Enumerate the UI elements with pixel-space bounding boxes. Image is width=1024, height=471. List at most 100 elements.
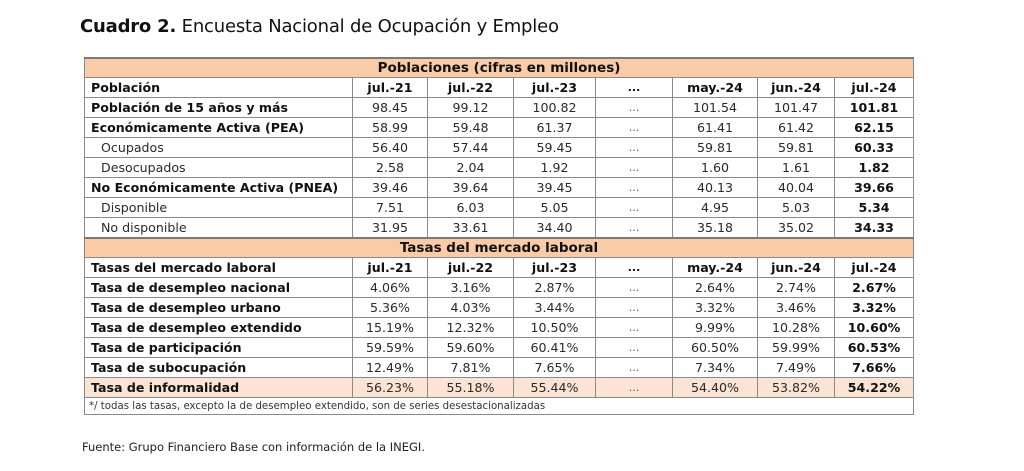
table-cell: 56.23% bbox=[352, 377, 428, 398]
table-cell: 39.45 bbox=[513, 177, 596, 198]
table-cell: 2.74% bbox=[757, 277, 835, 298]
section-title: Tasas del mercado laboral bbox=[84, 237, 914, 258]
table-row: Desocupados 2.58 2.04 1.92... 1.60 1.61 1.82 bbox=[84, 157, 914, 178]
table-cell: ... bbox=[595, 177, 673, 198]
table-cell: 99.12 bbox=[427, 97, 514, 118]
table-cell: ... bbox=[595, 337, 673, 358]
table-cell: 60.53% bbox=[834, 337, 914, 358]
column-header: jul.-24 bbox=[834, 77, 914, 98]
table-cell: ... bbox=[595, 97, 673, 118]
table-cell: 39.66 bbox=[834, 177, 914, 198]
table-cell: 60.33 bbox=[834, 137, 914, 158]
caption-text: Encuesta Nacional de Ocupación y Empleo bbox=[176, 16, 559, 37]
table-cell: ... bbox=[595, 197, 673, 218]
table-row: Económicamente Activa (PEA) 58.99 59.48 61.… bbox=[84, 117, 914, 138]
row-label: Desocupados bbox=[84, 157, 353, 178]
table-cell: 62.15 bbox=[834, 117, 914, 138]
row-label: No Económicamente Activa (PNEA) bbox=[84, 177, 353, 198]
table-cell: 3.16% bbox=[427, 277, 514, 298]
table-cell: 59.81 bbox=[757, 137, 835, 158]
table-cell: 1.61 bbox=[757, 157, 835, 178]
table-row: No Económicamente Activa (PNEA) 39.46 39.6… bbox=[84, 177, 914, 198]
table-cell: 5.36% bbox=[352, 297, 428, 318]
rates-section-header: Tasas del mercado laboral bbox=[84, 237, 914, 258]
table-cell: ... bbox=[595, 217, 673, 239]
column-header: may.-24 bbox=[672, 257, 758, 278]
table-cell: 6.03 bbox=[427, 197, 514, 218]
table-row: No disponible 31.95 33.61 34.40... 35.18 35.0… bbox=[84, 217, 914, 239]
table-cell: ... bbox=[595, 117, 673, 138]
table-cell: ... bbox=[595, 277, 673, 298]
table-cell: 7.81% bbox=[427, 357, 514, 378]
table-cell: ... bbox=[595, 297, 673, 318]
row-header-label: Población bbox=[84, 77, 353, 98]
row-label: Ocupados bbox=[84, 137, 353, 158]
table-cell: 61.41 bbox=[672, 117, 758, 138]
column-header: ... bbox=[595, 77, 673, 98]
table-cell: 35.18 bbox=[672, 217, 758, 239]
table-cell: 10.60% bbox=[834, 317, 914, 338]
table-caption: Cuadro 2. Encuesta Nacional de Ocupación… bbox=[80, 16, 559, 37]
table-cell: 4.95 bbox=[672, 197, 758, 218]
table-cell: 4.03% bbox=[427, 297, 514, 318]
table-cell: 3.44% bbox=[513, 297, 596, 318]
row-label: Tasa de desempleo nacional bbox=[84, 277, 353, 298]
table-cell: 54.40% bbox=[672, 377, 758, 398]
table-cell: 2.04 bbox=[427, 157, 514, 178]
table-row: Población de 15 años y más 98.45 99.12 100.… bbox=[84, 97, 914, 118]
table-cell: ... bbox=[595, 157, 673, 178]
table-cell: 9.99% bbox=[672, 317, 758, 338]
table-cell: 59.60% bbox=[427, 337, 514, 358]
table-cell: 10.28% bbox=[757, 317, 835, 338]
table-cell: 2.67% bbox=[834, 277, 914, 298]
table-cell: 40.13 bbox=[672, 177, 758, 198]
table-cell: 34.33 bbox=[834, 217, 914, 239]
table-cell: 12.49% bbox=[352, 357, 428, 378]
column-header: may.-24 bbox=[672, 77, 758, 98]
column-header: jun.-24 bbox=[757, 77, 835, 98]
table-cell: 2.87% bbox=[513, 277, 596, 298]
table-row: Disponible 7.51 6.03 5.05... 4.95 5.03 5.34 bbox=[84, 197, 914, 218]
table-cell: 59.48 bbox=[427, 117, 514, 138]
table-cell: 7.49% bbox=[757, 357, 835, 378]
table-cell: 31.95 bbox=[352, 217, 428, 239]
table-cell: ... bbox=[595, 317, 673, 338]
table-cell: 3.32% bbox=[672, 297, 758, 318]
table-cell: 55.18% bbox=[427, 377, 514, 398]
row-label: No disponible bbox=[84, 217, 353, 239]
table-cell: 40.04 bbox=[757, 177, 835, 198]
table-cell: 101.47 bbox=[757, 97, 835, 118]
table-cell: 34.40 bbox=[513, 217, 596, 239]
table-cell: ... bbox=[595, 377, 673, 398]
table-row: Tasa de participación 59.59% 59.60% 60.41%.… bbox=[84, 337, 914, 358]
table-cell: 3.46% bbox=[757, 297, 835, 318]
table-cell: 5.03 bbox=[757, 197, 835, 218]
table-cell: 101.54 bbox=[672, 97, 758, 118]
table-row: Tasa de desempleo urbano 5.36% 4.03% 3.44%.… bbox=[84, 297, 914, 318]
table-cell: 39.46 bbox=[352, 177, 428, 198]
table-cell: 12.32% bbox=[427, 317, 514, 338]
row-header-label: Tasas del mercado laboral bbox=[84, 257, 353, 278]
table-cell: ... bbox=[595, 137, 673, 158]
populations-section-header: Poblaciones (cifras en millones) bbox=[84, 57, 914, 78]
table-cell: 7.65% bbox=[513, 357, 596, 378]
section-title: Poblaciones (cifras en millones) bbox=[84, 57, 914, 78]
table-cell: 59.81 bbox=[672, 137, 758, 158]
table-cell: 15.19% bbox=[352, 317, 428, 338]
footnote-row: */ todas las tasas, excepto la de desemp… bbox=[84, 397, 914, 415]
table-cell: 2.64% bbox=[672, 277, 758, 298]
row-label: Tasa de subocupación bbox=[84, 357, 353, 378]
column-header: jul.-21 bbox=[352, 257, 428, 278]
table-cell: 57.44 bbox=[427, 137, 514, 158]
rates-column-headers: Tasas del mercado laboral jul.-21 jul.-22 j… bbox=[84, 257, 914, 278]
populations-column-headers: Población jul.-21 jul.-22 jul.-23... may.-24… bbox=[84, 77, 914, 98]
table-cell: 1.92 bbox=[513, 157, 596, 178]
row-label: Tasa de informalidad bbox=[84, 377, 353, 398]
column-header: jul.-23 bbox=[513, 77, 596, 98]
table-cell: 3.32% bbox=[834, 297, 914, 318]
column-header: jul.-22 bbox=[427, 77, 514, 98]
table-cell: 33.61 bbox=[427, 217, 514, 239]
footnote: */ todas las tasas, excepto la de desemp… bbox=[84, 397, 914, 415]
table-cell: 1.82 bbox=[834, 157, 914, 178]
row-label: Tasa de desempleo extendido bbox=[84, 317, 353, 338]
